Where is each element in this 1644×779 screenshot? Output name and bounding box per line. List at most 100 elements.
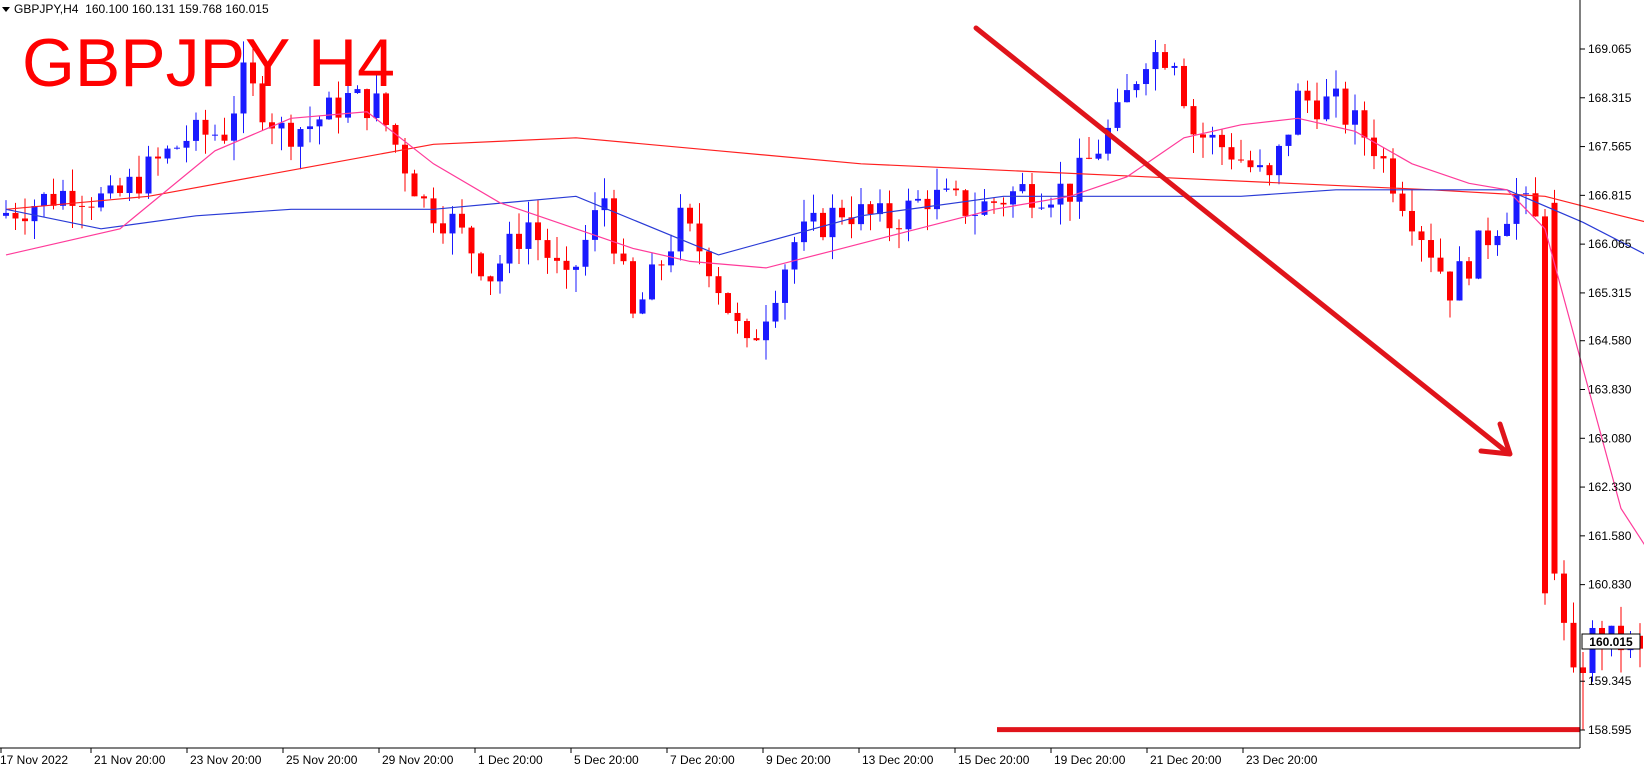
candle-body <box>953 188 959 191</box>
candle-body <box>516 233 522 249</box>
candle-body <box>1219 134 1225 148</box>
candle-body <box>31 206 38 222</box>
candle-body <box>601 198 608 211</box>
candle-body <box>1371 137 1377 157</box>
candle-body <box>1580 667 1586 673</box>
candle-body <box>3 212 9 216</box>
candle-body <box>1409 210 1415 232</box>
candle-body <box>307 126 313 130</box>
candle-body <box>1295 90 1301 135</box>
downtrend-arrow-line <box>973 25 1511 456</box>
candle-body <box>411 173 418 197</box>
candle-body <box>687 207 693 224</box>
y-tick-label: 158.595 <box>1588 723 1632 737</box>
candle-body <box>164 148 171 159</box>
candle-body <box>202 119 209 135</box>
x-tick-label: 19 Dec 20:00 <box>1054 753 1126 767</box>
candle-body <box>592 210 598 240</box>
candle-body <box>1513 194 1520 224</box>
candle-body <box>506 233 513 264</box>
candle-body <box>1352 110 1358 125</box>
candle-body <box>459 213 465 228</box>
candle-body <box>117 185 123 194</box>
x-tick-label: 23 Dec 20:00 <box>1246 753 1318 767</box>
candle-body <box>1228 147 1235 160</box>
candle-body <box>1171 65 1178 68</box>
candle-body <box>449 213 456 234</box>
candle-body <box>183 140 190 148</box>
ma-fast-line <box>5 111 1644 546</box>
candle-body <box>354 89 361 94</box>
candle-body <box>1589 627 1596 673</box>
candle-body <box>573 266 579 270</box>
candle-body <box>1019 184 1026 192</box>
candle-body <box>487 276 494 282</box>
y-tick-label: 161.580 <box>1588 529 1632 543</box>
candle-body <box>981 201 988 215</box>
candle-body <box>611 198 617 254</box>
candle-body <box>88 206 95 208</box>
candle-body <box>1143 69 1149 85</box>
candle-body <box>240 62 247 114</box>
candle-body <box>326 97 332 120</box>
y-tick-label: 166.065 <box>1588 237 1632 251</box>
candle-body <box>1086 157 1092 159</box>
candle-body <box>1257 165 1263 168</box>
candle-body <box>867 204 874 215</box>
candle-body <box>706 251 712 277</box>
candle-body <box>810 212 817 222</box>
candle-body <box>734 312 741 322</box>
current-price-label: 160.015 <box>1589 635 1633 649</box>
candle-body <box>69 190 76 206</box>
candle-body <box>1266 165 1273 176</box>
candle-body <box>1238 159 1244 161</box>
candle-body <box>943 188 950 190</box>
candle-body <box>1067 183 1073 202</box>
candle-body <box>544 240 551 258</box>
y-tick-label: 165.315 <box>1588 286 1632 300</box>
y-tick-label: 167.565 <box>1588 140 1632 154</box>
candle-body <box>630 261 636 314</box>
candle-body <box>136 176 142 194</box>
candle-body <box>107 185 114 194</box>
candle-body <box>791 242 798 270</box>
candle-body <box>250 62 256 84</box>
dropdown-icon[interactable] <box>2 7 10 12</box>
candle-body <box>668 251 674 266</box>
x-tick-label: 21 Nov 20:00 <box>94 753 166 767</box>
ma-slow-line <box>5 137 1644 223</box>
x-tick-label: 17 Nov 2022 <box>0 753 68 767</box>
candle-body <box>563 260 570 270</box>
candle-body <box>525 222 532 249</box>
y-tick-label: 163.830 <box>1588 383 1632 397</box>
candle-body <box>1038 207 1045 209</box>
candle-body <box>772 302 779 322</box>
candle-body <box>1561 573 1567 623</box>
candle-body <box>1361 110 1368 138</box>
candle-body <box>839 207 845 218</box>
candle-body <box>991 201 997 203</box>
candle-body <box>877 203 883 215</box>
candle-body <box>1437 257 1444 272</box>
candle-body <box>620 253 627 262</box>
candle-body <box>1247 160 1254 168</box>
candle-body <box>1485 230 1491 246</box>
candle-body <box>725 293 731 313</box>
candle-body <box>1551 202 1558 574</box>
candle-body <box>126 176 133 194</box>
candle-body <box>1399 193 1406 211</box>
candle-body <box>1114 102 1121 128</box>
candle-body <box>1124 90 1130 103</box>
y-tick-label: 166.815 <box>1588 188 1632 202</box>
candle-body <box>1095 153 1102 159</box>
x-axis-ticks: 17 Nov 2022 21 Nov 20:00 23 Nov 20:00 25 No… <box>0 748 1318 767</box>
candle-body <box>1010 191 1016 205</box>
annotations-layer <box>973 25 1580 733</box>
candle-body <box>677 207 684 252</box>
candle-body <box>1190 106 1197 135</box>
candle-body <box>905 200 912 230</box>
candle-body <box>269 122 275 129</box>
y-tick-label: 164.580 <box>1588 334 1632 348</box>
